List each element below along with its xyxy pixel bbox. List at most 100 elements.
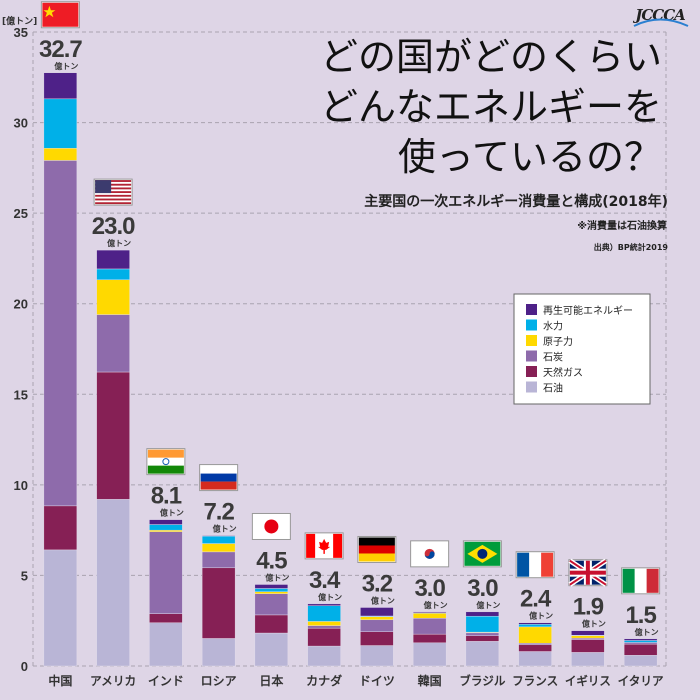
total-unit-label: 億トン	[213, 524, 237, 534]
bar-segment	[201, 638, 236, 667]
source-note: 出典）BP統計2019	[594, 242, 669, 252]
bar-segment	[96, 249, 130, 270]
y-tick-label: 20	[14, 297, 28, 312]
x-category-label: イタリア	[618, 674, 664, 688]
bar-stack	[412, 611, 447, 667]
svg-text:JCCCA: JCCCA	[632, 6, 685, 24]
total-value-label: 4.5	[256, 547, 287, 574]
bar-segment	[201, 543, 236, 553]
total-unit-label: 億トン	[107, 238, 131, 248]
x-category-label: カナダ	[306, 673, 342, 688]
bar-segment	[43, 98, 78, 149]
bar-segment	[96, 499, 130, 667]
bar-segment	[149, 529, 183, 532]
legend-label: 石油	[543, 382, 563, 395]
total-value-label: 3.0	[414, 575, 445, 602]
bar-segment	[518, 626, 552, 644]
italy-flag-icon	[621, 567, 661, 595]
title-line-1: どの国がどのくらい	[320, 35, 662, 79]
total-value-label: 3.4	[309, 567, 341, 594]
total-value-label: 3.2	[362, 570, 393, 597]
bar-segment	[623, 642, 658, 645]
x-category-label: ロシア	[201, 674, 237, 688]
india-flag-icon	[146, 448, 186, 476]
bar-segment	[254, 588, 289, 592]
bar-segment	[571, 630, 605, 636]
total-value-label: 2.4	[520, 586, 552, 613]
bar-stack	[623, 638, 658, 667]
china-flag-icon	[40, 1, 80, 29]
bar-segment	[307, 605, 341, 622]
x-category-label: 中国	[48, 673, 72, 688]
y-tick-label: 0	[21, 659, 28, 674]
korea-flag-icon	[410, 540, 450, 568]
total-unit-label: 億トン	[424, 600, 448, 610]
legend-swatch	[526, 350, 537, 362]
bar-segment	[518, 644, 552, 652]
total-unit-label: 億トン	[265, 572, 289, 582]
x-category-label: フランス	[512, 674, 558, 688]
canada-flag-icon	[304, 532, 344, 560]
bar-segment	[360, 645, 394, 667]
title-block: どの国がどのくらい どんなエネルギーを 使っているの？ 主要国の一次エネルギー消…	[320, 35, 668, 252]
legend-swatch	[526, 304, 537, 315]
bar-stack	[201, 535, 236, 667]
bar-stack	[465, 611, 500, 667]
bar-segment	[254, 584, 289, 589]
value-labels: 中国億トン32.7アメリカ億トン23.0インド億トン8.1ロシア億トン7.2日本…	[39, 1, 664, 688]
france-flag-icon	[515, 551, 555, 579]
gridlines: 0 5 10 15 20 25 30 35	[14, 25, 667, 674]
y-tick-label: 10	[14, 478, 28, 493]
total-value-label: 8.1	[151, 483, 182, 510]
bar-segment	[149, 524, 183, 531]
bar-segment	[360, 619, 394, 632]
bar-segment	[571, 639, 605, 653]
total-value-label: 1.9	[573, 594, 604, 621]
bar-segment	[307, 621, 341, 626]
germany-flag-icon	[357, 535, 397, 563]
bar-segment	[254, 614, 289, 634]
legend-swatch	[526, 335, 537, 346]
total-unit-label: 億トン	[160, 508, 184, 518]
bar-segment	[465, 635, 500, 642]
x-category-label: ブラジル	[459, 673, 505, 688]
y-tick-label: 30	[14, 116, 28, 131]
bars	[43, 72, 658, 667]
bar-segment	[149, 613, 183, 623]
bar-segment	[412, 633, 447, 644]
bar-segment	[412, 642, 447, 667]
bar-segment	[43, 505, 78, 551]
bar-segment	[465, 611, 500, 617]
bar-segment	[43, 160, 78, 507]
total-value-label: 7.2	[203, 499, 234, 526]
legend-swatch	[526, 381, 537, 393]
bar-segment	[307, 645, 341, 667]
bar-segment	[96, 268, 130, 281]
y-axis-unit-label: [億トン]	[2, 15, 37, 27]
x-category-label: 韓国	[418, 673, 442, 688]
total-unit-label: 億トン	[318, 592, 342, 602]
bar-segment	[465, 632, 500, 636]
y-tick-label: 25	[14, 206, 28, 221]
y-tick-label: 35	[14, 25, 28, 40]
bar-segment	[201, 567, 236, 639]
bar-segment	[518, 622, 552, 625]
bar-stack	[571, 630, 605, 667]
bar-segment	[201, 551, 236, 569]
total-value-label: 32.7	[39, 36, 82, 63]
bar-segment	[623, 640, 658, 643]
bar-segment	[201, 535, 236, 544]
bar-stack	[43, 72, 78, 667]
total-value-label: 1.5	[625, 602, 656, 629]
bar-segment	[360, 607, 394, 617]
y-tick-label: 15	[14, 387, 28, 402]
legend-label: 石炭	[543, 352, 563, 364]
bar-segment	[43, 72, 78, 100]
title-line-2: どんなエネルギーを	[320, 85, 662, 129]
bar-segment	[518, 651, 552, 667]
bar-stack	[360, 607, 394, 667]
bar-segment	[43, 148, 78, 161]
